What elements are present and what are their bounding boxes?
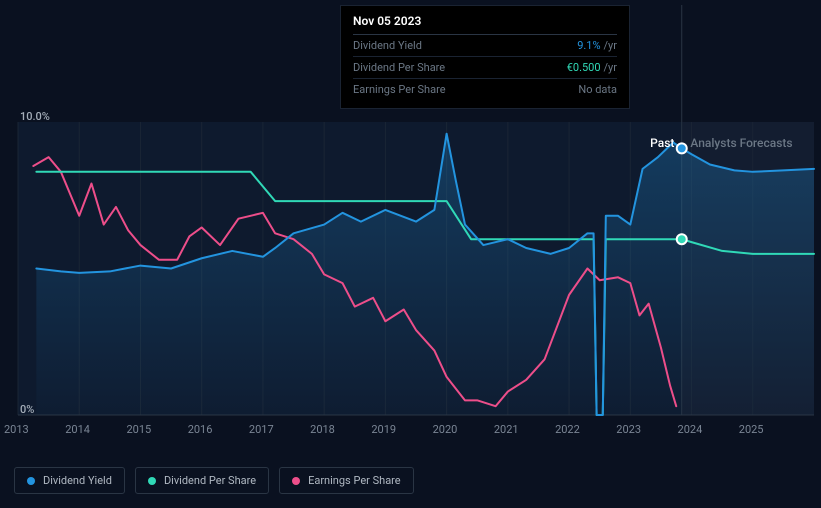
chart-tooltip: Nov 05 2023 Dividend Yield9.1%/yrDividen… [340, 5, 630, 109]
y-axis-label: 10.0% [20, 110, 50, 123]
legend-item[interactable]: Earnings Per Share [279, 467, 414, 494]
legend-label: Dividend Per Share [164, 474, 256, 487]
tooltip-row-value: No data [578, 83, 617, 96]
legend-dot-icon [148, 477, 156, 485]
x-axis-label: 2025 [739, 423, 764, 436]
legend-dot-icon [27, 477, 35, 485]
tooltip-row-value: 9.1% [577, 39, 600, 52]
tooltip-date: Nov 05 2023 [353, 14, 617, 35]
x-axis-label: 2022 [555, 423, 580, 436]
tooltip-row: Earnings Per Share No data [353, 79, 617, 100]
tooltip-row-unit: /yr [604, 61, 617, 74]
tooltip-row: Dividend Per Share €0.500/yr [353, 57, 617, 79]
legend-label: Earnings Per Share [308, 474, 401, 487]
tooltip-row-label: Dividend Per Share [353, 61, 445, 74]
y-axis-label: 0% [20, 403, 34, 416]
band-label-forecast: Analysts Forecasts [690, 136, 792, 150]
cursor-marker [677, 143, 687, 153]
chart-legend: Dividend Yield Dividend Per Share Earnings… [14, 467, 414, 494]
x-axis-label: 2018 [310, 423, 335, 436]
x-axis-label: 2023 [616, 423, 641, 436]
x-axis-label: 2013 [4, 423, 29, 436]
legend-label: Dividend Yield [43, 474, 112, 487]
tooltip-row: Dividend Yield 9.1% /yr [353, 35, 617, 57]
x-axis-label: 2024 [678, 423, 703, 436]
tooltip-row-label: Earnings Per Share [353, 83, 446, 96]
x-axis-label: 2016 [188, 423, 213, 436]
x-axis-label: 2019 [371, 423, 396, 436]
x-axis-label: 2015 [126, 423, 151, 436]
x-axis-label: 2020 [433, 423, 458, 436]
cursor-marker [677, 234, 687, 244]
legend-item[interactable]: Dividend Per Share [135, 467, 269, 494]
x-axis-label: 2021 [494, 423, 519, 436]
tooltip-row-label: Dividend Yield [353, 39, 422, 52]
x-axis-label: 2017 [249, 423, 274, 436]
tooltip-row-value: €0.500 [567, 61, 601, 74]
legend-dot-icon [292, 477, 300, 485]
tooltip-row-unit: /yr [604, 39, 617, 52]
band-label-past: Past [650, 136, 674, 150]
legend-item[interactable]: Dividend Yield [14, 467, 125, 494]
x-axis-label: 2014 [65, 423, 90, 436]
